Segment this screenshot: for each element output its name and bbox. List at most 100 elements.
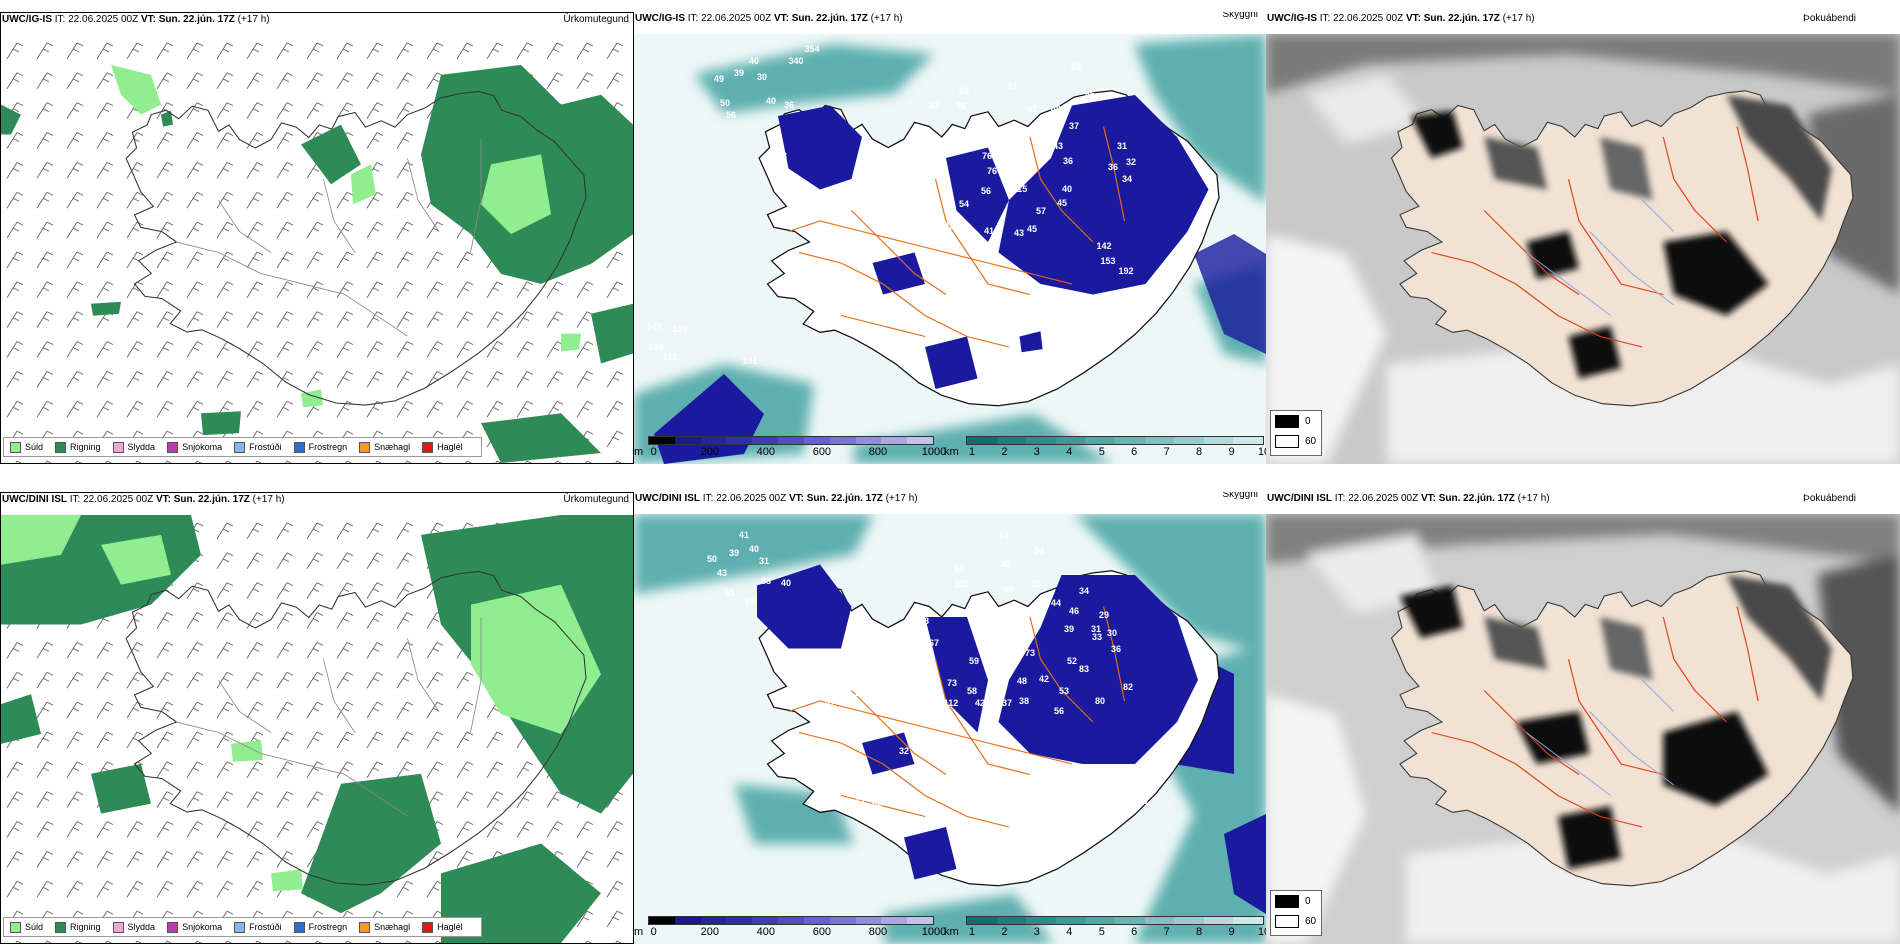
ceiling-value-label: 76: [987, 166, 997, 176]
colorbar-tick-label: 10: [1257, 446, 1266, 458]
ceiling-value-label: 36: [1063, 156, 1073, 166]
ceiling-value-label: 45: [1057, 198, 1067, 208]
ceiling-value-label: 153: [1100, 256, 1115, 266]
ceiling-value-label: 57: [881, 691, 891, 701]
legend-item-snow: Snjókoma: [167, 441, 222, 453]
ceiling-value-label: 35: [1031, 579, 1041, 589]
ceiling-value-label: 67: [929, 638, 939, 648]
ceiling-value-label: 85: [1019, 161, 1029, 171]
legend-item-freezing-drizzle: Frostúði: [234, 441, 282, 453]
ceiling-value-label: 340: [788, 56, 803, 66]
panel-variable-label: Þokuábendi: [1803, 13, 1856, 24]
ceiling-value-label: 82: [1123, 682, 1133, 692]
panel-variable-label: Þokuábendi: [1803, 493, 1856, 504]
ceiling-value-label: 83: [1079, 664, 1089, 674]
colorbar-tick-label: 6: [1131, 926, 1138, 938]
ceiling-value-label: 58: [967, 686, 977, 696]
ceiling-value-label: 62: [879, 326, 889, 336]
ceiling-value-label: 113: [663, 352, 678, 362]
ceiling-value-label: 11: [881, 772, 891, 782]
precip-type-map[interactable]: [1, 35, 633, 463]
ceiling-value-label: 34: [1122, 174, 1132, 184]
colorbar-tick-label: 800: [868, 446, 888, 458]
colorbar-tick-label: 1000: [921, 926, 947, 938]
ceiling-value-label: 4: [854, 779, 859, 789]
ceiling-value-label: 42: [1039, 674, 1049, 684]
ceiling-visibility-map[interactable]: 354 340 40 39 30 49 40 36 50 56 33 50 76 47 47 47 40 58 66…: [634, 34, 1266, 464]
ceiling-value-label: 37: [1002, 698, 1012, 708]
ceiling-value-label: 147: [646, 322, 661, 332]
ceiling-value-label: 101: [953, 579, 968, 589]
ceiling-value-label: 40: [1051, 104, 1061, 114]
ceiling-value-label: 43: [717, 568, 727, 578]
ceiling-value-label: 81: [857, 306, 867, 316]
ceiling-value-label: 36: [1111, 644, 1121, 654]
ceiling-value-label: 159: [672, 324, 687, 334]
fog-indicator-map[interactable]: [1266, 514, 1900, 944]
ceiling-value-label: 40: [749, 544, 759, 554]
precip-type-map[interactable]: [1, 515, 633, 943]
ceiling-value-label: 32: [1126, 157, 1136, 167]
ceiling-value-label: 42: [975, 698, 985, 708]
ceiling-value-label: 38: [859, 248, 869, 258]
ceiling-value-label: 48: [1034, 131, 1044, 141]
panel-variable-label: Úrkomutegund: [563, 14, 629, 25]
ceiling-value-label: 56: [726, 110, 736, 120]
colorbar-tick-label: 4: [1066, 446, 1073, 458]
precip-type-legend: Súld Rigning Slydda Snjókoma Frostúði Fr…: [3, 917, 482, 937]
ceiling-value-label: 44: [1051, 598, 1061, 608]
colorbar-tick-label: 200: [700, 926, 719, 938]
ceiling-value-label: 40: [781, 578, 791, 588]
colorbar-tick-label: 600: [812, 926, 832, 938]
ceiling-value-label: 58: [919, 616, 929, 626]
ceiling-value-label: 80: [1095, 696, 1105, 706]
ceiling-value-label: 41: [739, 530, 749, 540]
panel-title: UWC/DINI ISL IT: 22.06.2025 00Z VT: Sun.…: [2, 494, 285, 505]
fog-legend: 0 60: [1270, 890, 1322, 936]
ceiling-value-label: 48: [894, 674, 904, 684]
visibility-colorbar: km 12345678910: [944, 434, 1266, 460]
panel-variable-label: Úrkomutegund: [563, 494, 629, 505]
ceiling-value-label: 50: [959, 86, 969, 96]
ceiling-value-label: 32: [899, 746, 909, 756]
ceiling-colorbar: m 0 200 400 600 800 1000: [634, 434, 946, 460]
ceiling-value-label: 57: [1036, 206, 1046, 216]
ceiling-value-label: 48: [847, 322, 857, 332]
precip-type-panel-1: UWC/IG-IS IT: 22.06.2025 00Z VT: Sun. 22…: [0, 12, 634, 464]
ceiling-value-label: 49: [812, 236, 822, 246]
ceiling-value-label: 39: [1064, 624, 1074, 634]
ceiling-value-label: 48: [1017, 676, 1027, 686]
ceiling-value-label: 56: [896, 159, 906, 169]
colorbar-tick-label: 3: [1033, 926, 1040, 938]
ceiling-value-label: 66: [872, 798, 882, 808]
ceiling-value-label: 50: [707, 554, 717, 564]
ceiling-value-label: 76: [982, 151, 992, 161]
ceiling-visibility-panel-2: UWC/DINI ISL IT: 22.06.2025 00Z VT: Sun.…: [634, 492, 1266, 944]
ceiling-value-label: 40: [749, 56, 759, 66]
ceiling-value-label: 66: [1085, 89, 1095, 99]
colorbar-tick-label: 200: [700, 446, 719, 458]
ceiling-value-label: 76: [956, 101, 966, 111]
colorbar-tick-label: 400: [756, 926, 776, 938]
ceiling-visibility-map[interactable]: 41 40 39 31 50 43 38 40 51 69 64 54 43 52 101 40 35 34 44 4…: [634, 514, 1266, 944]
ceiling-colorbar: m 0 200 400 600 800 1000: [634, 914, 946, 940]
ceiling-value-label: 47: [825, 698, 835, 708]
ceiling-value-label: 45: [1027, 224, 1037, 234]
ceiling-value-label: 43: [1014, 228, 1024, 238]
ceiling-value-label: 47: [897, 204, 907, 214]
ceiling-value-label: 73: [1025, 648, 1035, 658]
ceiling-value-label: 47: [929, 101, 939, 111]
fog-indicator-map[interactable]: [1266, 34, 1900, 464]
colorbar-tick-label: 7: [1163, 446, 1170, 458]
ceiling-value-label: 116: [915, 194, 930, 204]
ceiling-value-label: 56: [981, 186, 991, 196]
ceiling-value-label: 112: [944, 698, 959, 708]
ceiling-value-label: 54: [1034, 546, 1044, 556]
ceiling-value-label: 43: [1001, 559, 1011, 569]
panel-variable-label: Skyggni: [1222, 492, 1258, 500]
ceiling-value-label: 192: [1118, 266, 1133, 276]
ceiling-value-label: 27: [855, 688, 865, 698]
fog-legend: 0 60: [1270, 410, 1322, 456]
ceiling-value-label: 93: [877, 304, 887, 314]
drizzle-areas: [111, 64, 581, 408]
